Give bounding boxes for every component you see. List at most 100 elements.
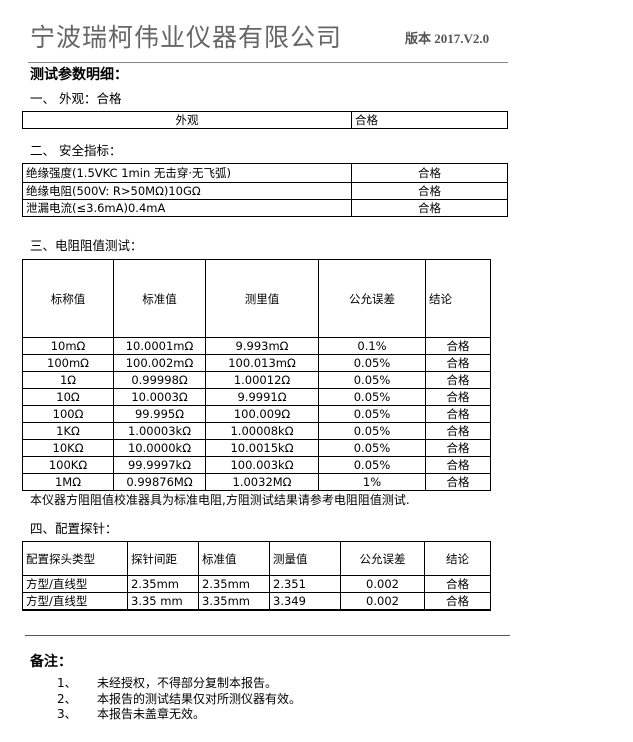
- table-cell: 100KΩ: [22, 456, 114, 474]
- table-cell: 绝缘电阻(500V: R>50MΩ)10GΩ: [22, 182, 352, 200]
- table-cell: 2.35mm: [127, 575, 199, 593]
- table-cell: 10KΩ: [22, 439, 114, 457]
- table-cell: 测量值: [269, 541, 341, 576]
- table-cell: 1.00012Ω: [205, 371, 319, 389]
- table-cell: 公允误差: [340, 541, 425, 576]
- table-cell: 1.00003kΩ: [113, 422, 206, 440]
- table-cell: 配置探头类型: [22, 541, 128, 576]
- table-cell: 结论: [425, 259, 491, 338]
- appearance-result: 合格: [351, 111, 508, 129]
- table-row: 100mΩ 100.002mΩ 100.013mΩ 0.05% 合格: [22, 354, 491, 372]
- remark-number: 1、: [57, 676, 77, 690]
- resistance-table: 标称值 标准值 测里值 公允误差 结论 10mΩ 10.0001mΩ 9.993mΩ 0.1% 合…: [22, 259, 491, 491]
- table-cell: 0.05%: [318, 422, 426, 440]
- table-cell: 10.0001mΩ: [113, 337, 206, 355]
- table-cell: 合格: [351, 182, 508, 200]
- table-cell: 0.99876MΩ: [113, 473, 206, 491]
- table-cell: 合格: [351, 199, 508, 217]
- table-cell: 100.003kΩ: [205, 456, 319, 474]
- table-header-row: 配置探头类型 探针间距 标准值 测量值 公允误差 结论: [22, 541, 491, 576]
- table-cell: 1KΩ: [22, 422, 114, 440]
- table-cell: 绝缘强度(1.5VKC 1min 无击穿·无飞弧): [22, 163, 352, 183]
- table-cell: [198, 609, 270, 611]
- table-cell: 0.05%: [318, 405, 426, 423]
- table-cell: 泄漏电流(≤3.6mA)0.4mA: [22, 199, 352, 217]
- table-cell: [424, 609, 491, 611]
- table-cell: 99.995Ω: [113, 405, 206, 423]
- company-name: 宁波瑞柯伟业仪器有限公司: [30, 23, 343, 52]
- table-cell: [127, 609, 199, 611]
- table-cell: 0.05%: [318, 371, 426, 389]
- section-probe-title: 四、配置探针：: [30, 521, 118, 536]
- table-cell: 10.0015kΩ: [205, 439, 319, 457]
- table-cell: [22, 609, 128, 611]
- section-appearance-title: 一、 外观：合格: [30, 91, 122, 106]
- table-cell: 结论: [424, 541, 491, 576]
- table-row: [22, 609, 491, 611]
- table-cell: 标准值: [198, 541, 270, 576]
- table-row: 100KΩ 99.9997kΩ 100.003kΩ 0.05% 合格: [22, 456, 491, 474]
- table-cell: 0.05%: [318, 439, 426, 457]
- table-cell: 方型/直线型: [22, 592, 128, 610]
- table-row: 泄漏电流(≤3.6mA)0.4mA 合格: [22, 199, 508, 217]
- table-row: 10Ω 10.0003Ω 9.9991Ω 0.05% 合格: [22, 388, 491, 406]
- table-cell: 3.349: [269, 592, 341, 610]
- table-cell: 合格: [351, 163, 508, 183]
- table-cell: 0.05%: [318, 388, 426, 406]
- table-cell: [269, 609, 341, 611]
- table-cell: 合格: [425, 337, 491, 355]
- table-cell: 合格: [424, 592, 491, 610]
- table-cell: 3.35 mm: [127, 592, 199, 610]
- table-row: 绝缘强度(1.5VKC 1min 无击穿·无飞弧) 合格: [22, 163, 508, 183]
- footer-divider: [25, 635, 510, 636]
- table-cell: 10.0003Ω: [113, 388, 206, 406]
- table-cell: 0.002: [340, 592, 425, 610]
- table-cell: 3.35mm: [198, 592, 270, 610]
- table-cell: 9.993mΩ: [205, 337, 319, 355]
- appearance-table: 外观 合格: [22, 111, 508, 129]
- table-row: 10mΩ 10.0001mΩ 9.993mΩ 0.1% 合格: [22, 337, 491, 355]
- remark-text: 本报告的测试结果仅对所测仪器有效。: [97, 691, 302, 706]
- section-resistance-title: 三、电阻阻值测试：: [30, 238, 143, 253]
- resistance-note: 本仪器方阻阻值校准器具为标准电阻,方阻测试结果请参考电阻阻值测试.: [30, 493, 410, 507]
- table-cell: 合格: [425, 422, 491, 440]
- page-heading: 测试参数明细：: [30, 67, 128, 83]
- table-row: 10KΩ 10.0000kΩ 10.0015kΩ 0.05% 合格: [22, 439, 491, 457]
- table-cell: 合格: [425, 371, 491, 389]
- table-row: 1Ω 0.99998Ω 1.00012Ω 0.05% 合格: [22, 371, 491, 389]
- table-cell: 公允误差: [318, 259, 426, 338]
- table-cell: 100Ω: [22, 405, 114, 423]
- section-safety-title: 二、 安全指标：: [30, 143, 122, 158]
- table-cell: 10Ω: [22, 388, 114, 406]
- table-row: 方型/直线型 3.35 mm 3.35mm 3.349 0.002 合格: [22, 592, 491, 610]
- table-cell: 100mΩ: [22, 354, 114, 372]
- safety-table: 绝缘强度(1.5VKC 1min 无击穿·无飞弧) 合格 绝缘电阻(500V: R>…: [22, 163, 508, 217]
- version-label: 版本 2017.V2.0: [405, 31, 490, 46]
- remarks-title: 备注：: [30, 654, 72, 670]
- table-cell: 标准值: [113, 259, 206, 338]
- remark-text: 本报告未盖章无效。: [97, 707, 206, 721]
- table-cell: 10.0000kΩ: [113, 439, 206, 457]
- table-cell: [340, 609, 425, 611]
- table-row: 1KΩ 1.00003kΩ 1.00008kΩ 0.05% 合格: [22, 422, 491, 440]
- table-cell: 100.009Ω: [205, 405, 319, 423]
- table-cell: 9.9991Ω: [205, 388, 319, 406]
- table-cell: 合格: [425, 456, 491, 474]
- table-row: 方型/直线型 2.35mm 2.35mm 2.351 0.002 合格: [22, 575, 491, 593]
- table-cell: 方型/直线型: [22, 575, 128, 593]
- table-cell: 100.002mΩ: [113, 354, 206, 372]
- table-cell: 0.99998Ω: [113, 371, 206, 389]
- table-cell: 2.35mm: [198, 575, 270, 593]
- table-cell: 0.002: [340, 575, 425, 593]
- table-cell: 合格: [425, 405, 491, 423]
- table-cell: 合格: [425, 439, 491, 457]
- table-header-row: 标称值 标准值 测里值 公允误差 结论: [22, 259, 491, 338]
- table-cell: 0.05%: [318, 456, 426, 474]
- appearance-label: 外观: [22, 111, 352, 129]
- table-cell: 10mΩ: [22, 337, 114, 355]
- probe-table: 配置探头类型 探针间距 标准值 测量值 公允误差 结论 方型/直线型 2.35mm 2.35mm…: [22, 541, 491, 611]
- table-cell: 1.0032MΩ: [205, 473, 319, 491]
- table-row: 1MΩ 0.99876MΩ 1.0032MΩ 1% 合格: [22, 473, 491, 491]
- table-cell: 1.00008kΩ: [205, 422, 319, 440]
- table-row: 100Ω 99.995Ω 100.009Ω 0.05% 合格: [22, 405, 491, 423]
